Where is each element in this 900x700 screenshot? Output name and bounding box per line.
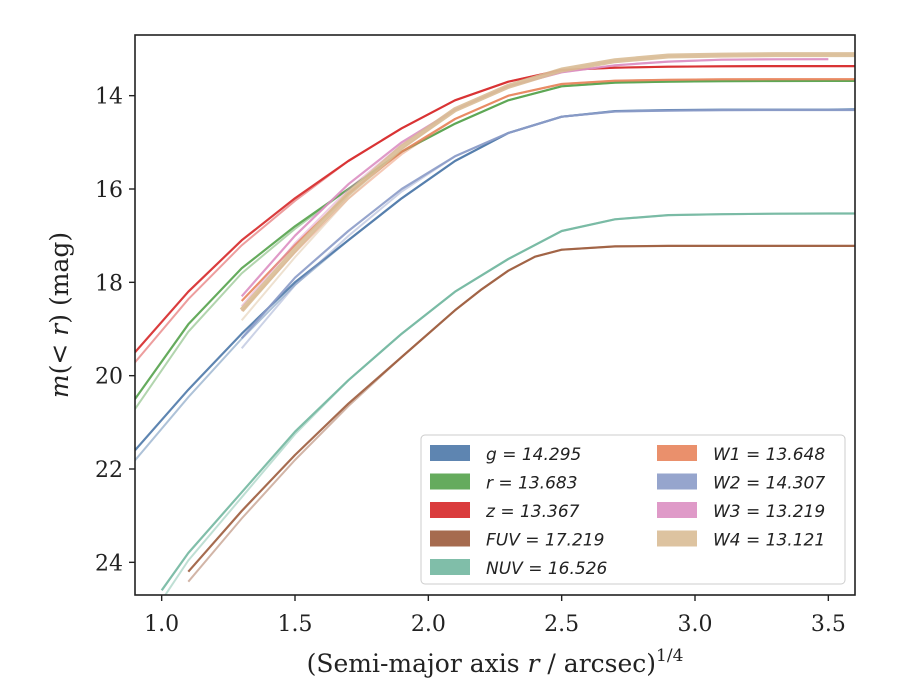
legend-swatch-r: [430, 473, 470, 490]
legend: g = 14.295 r = 13.683 z = 13.367 FUV = 17.2…: [420, 434, 846, 585]
series-line-W3: [240, 58, 829, 298]
y-tick-label: 18: [95, 271, 123, 296]
series-NUV: [160, 212, 855, 595]
legend-label-W2: W2 = 14.307: [713, 474, 825, 494]
series-line-W4: [239, 52, 855, 312]
legend-swatch-g: [430, 445, 470, 461]
series-FUV: [187, 244, 855, 583]
series-line-g-outer: [135, 108, 855, 461]
legend-swatch-z: [430, 502, 470, 518]
x-tick-label: 1.5: [278, 612, 313, 637]
series-W2: [240, 108, 855, 349]
legend-label-W1: W1 = 13.648: [713, 445, 825, 465]
series-line-W2-outer: [240, 109, 855, 349]
y-tick-label: 14: [95, 85, 123, 110]
legend-label-NUV: NUV = 16.526: [486, 559, 608, 579]
series-line-W1: [240, 78, 855, 302]
legend-swatch-W1: [657, 445, 697, 461]
series-W3: [240, 58, 829, 307]
series-line-W4-outer: [240, 53, 855, 321]
x-tick-label: 1.0: [144, 612, 179, 637]
legend-swatch-NUV: [430, 559, 470, 575]
series-W4: [239, 52, 855, 321]
legend-swatch-W3: [657, 502, 697, 518]
series-line-W1-outer: [240, 78, 855, 312]
series-layer: [135, 52, 855, 595]
legend-label-r: r = 13.683: [486, 474, 578, 494]
y-axis-label: m(< r) (mag): [45, 232, 74, 398]
x-tick-label: 3.0: [678, 612, 713, 637]
series-line-z: [135, 64, 855, 354]
legend-swatch-W2: [657, 473, 697, 490]
series-line-NUV: [160, 212, 855, 591]
series-W1: [240, 78, 855, 312]
y-tick-label: 24: [95, 551, 123, 576]
legend-swatch-W4: [657, 530, 697, 547]
legend-label-FUV: FUV = 17.219: [486, 531, 604, 551]
legend-box: [420, 434, 846, 585]
x-axis-label: (Semi-major axis r / arcsec)1/4: [307, 646, 684, 678]
legend-label-z: z = 13.367: [485, 502, 580, 522]
y-tick-label: 22: [95, 458, 123, 483]
x-tick-label: 2.0: [411, 612, 446, 637]
series-r: [135, 79, 855, 410]
plot-frame: [134, 34, 856, 596]
legend-label-W4: W4 = 13.121: [713, 531, 825, 551]
series-line-r: [135, 79, 855, 400]
legend-label-g: g = 14.295: [486, 445, 581, 465]
legend-swatch-FUV: [430, 530, 470, 547]
legend-label-W3: W3 = 13.219: [713, 502, 825, 522]
tick-layer: 1.0 1.5 2.0 2.5 3.0 3.5 14 16 18 20 22 24: [95, 85, 846, 637]
series-line-FUV: [187, 244, 855, 573]
series-line-W3-outer: [240, 58, 829, 307]
series-line-W2: [240, 108, 855, 340]
y-tick-label: 20: [95, 365, 123, 390]
series-g: [135, 108, 855, 461]
series-z: [135, 64, 855, 363]
y-tick-label: 16: [95, 178, 123, 203]
x-tick-label: 3.5: [811, 612, 846, 637]
x-tick-label: 2.5: [544, 612, 579, 637]
